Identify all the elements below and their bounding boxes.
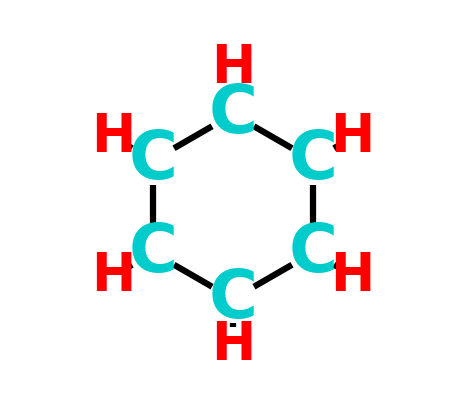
Text: H: H (91, 249, 136, 301)
Text: C: C (129, 220, 178, 286)
Text: H: H (211, 43, 255, 94)
Text: C: C (129, 127, 178, 193)
Text: H: H (330, 112, 375, 164)
Text: C: C (288, 220, 337, 286)
Text: C: C (208, 81, 258, 147)
Text: H: H (91, 112, 136, 164)
Text: H: H (330, 249, 375, 301)
Text: C: C (288, 127, 337, 193)
Text: C: C (208, 266, 258, 332)
Text: H: H (211, 319, 255, 370)
